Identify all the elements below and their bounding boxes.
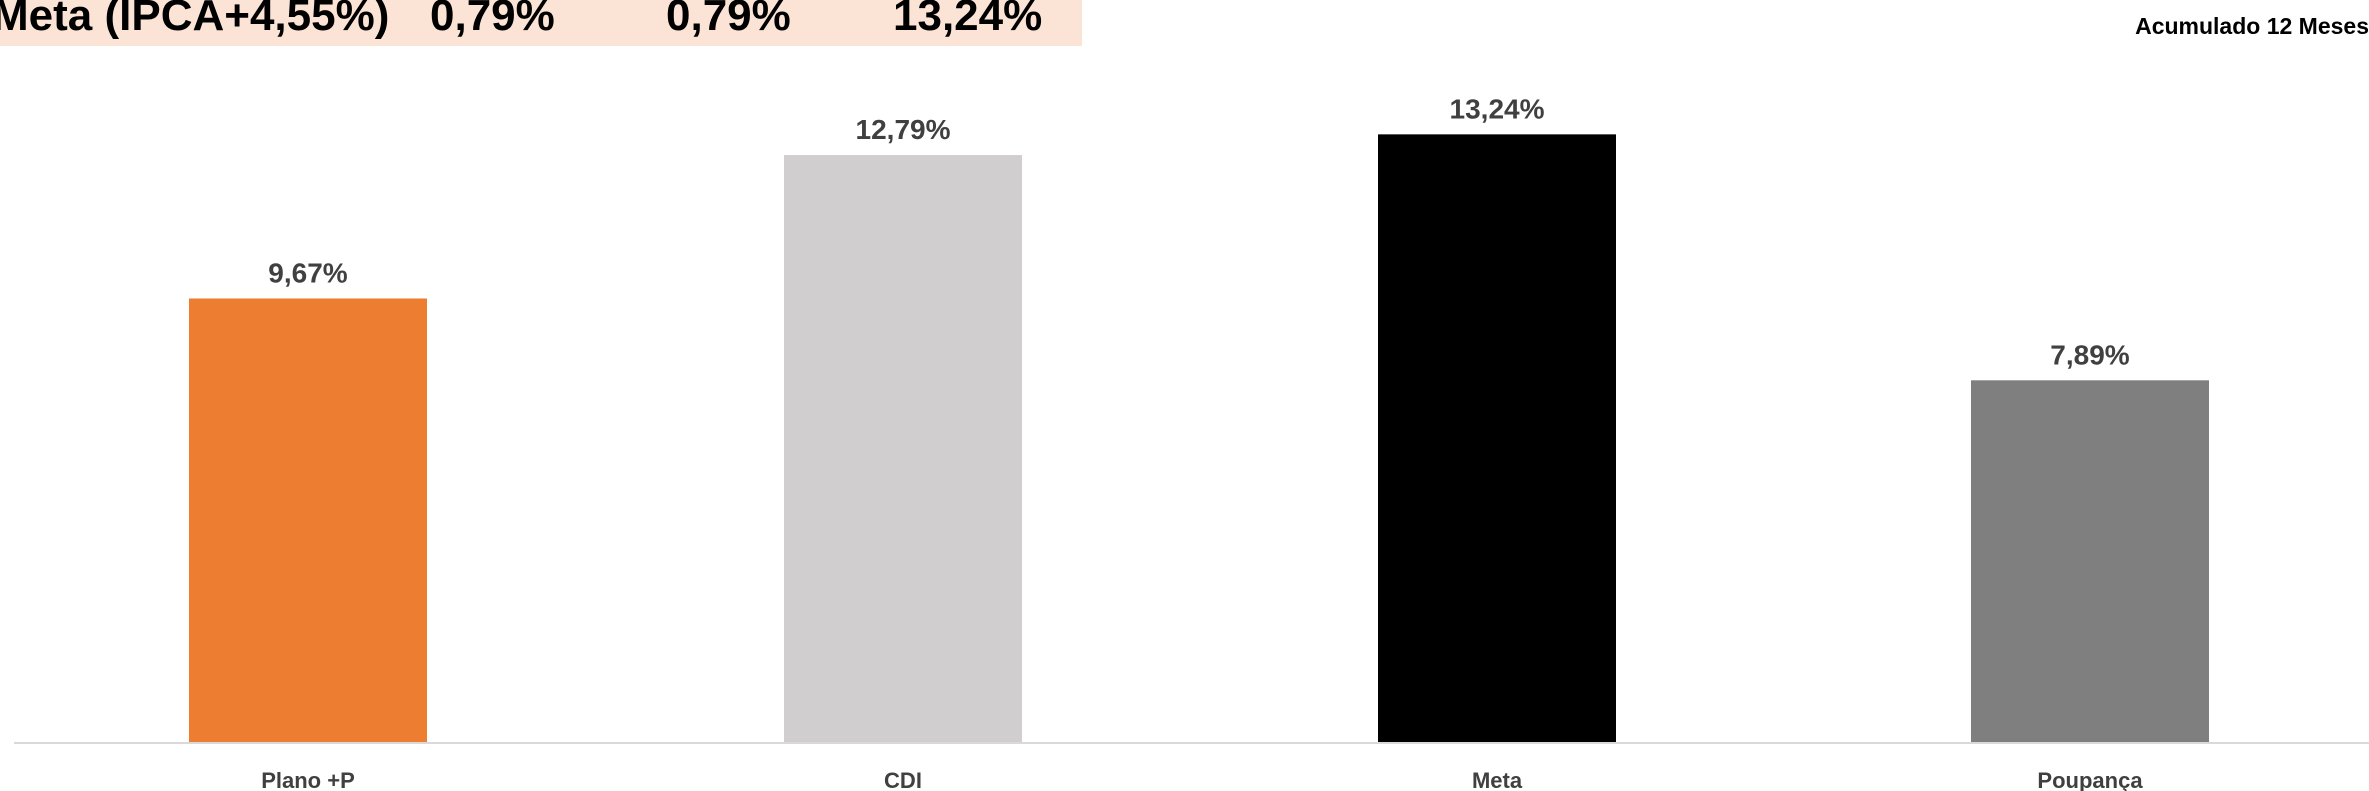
period-label: Acumulado 12 Meses [2135, 13, 2369, 39]
summary-value-year: 0,79% [666, 0, 791, 40]
bar-poupanca [1971, 380, 2209, 743]
x-tick-label-meta: Meta [1472, 768, 1523, 791]
data-label-poupanca: 7,89% [2050, 339, 2129, 370]
data-labels-group: 9,67% 12,79% 13,24% 7,89% [268, 93, 2129, 370]
bar-meta [1378, 134, 1616, 744]
x-tick-label-plano-p: Plano +P [261, 768, 355, 791]
summary-value-12-months: 13,24% [893, 0, 1043, 40]
summary-value-month: 0,79% [430, 0, 555, 40]
bars-group [189, 134, 2209, 744]
summary-label: Meta (IPCA+4,55%) [0, 0, 390, 40]
x-tick-labels-group: Plano +P CDI Meta Poupança [261, 768, 2143, 791]
x-tick-label-poupanca: Poupança [2037, 768, 2143, 791]
summary-row: Meta (IPCA+4,55%) 0,79% 0,79% 13,24% [0, 0, 1082, 46]
x-tick-label-cdi: CDI [884, 768, 922, 791]
bar-cdi [784, 155, 1022, 743]
data-label-plano-p: 9,67% [268, 257, 347, 288]
data-label-cdi: 12,79% [856, 114, 951, 145]
data-label-meta: 13,24% [1450, 93, 1545, 124]
bar-plano-p [189, 298, 427, 743]
